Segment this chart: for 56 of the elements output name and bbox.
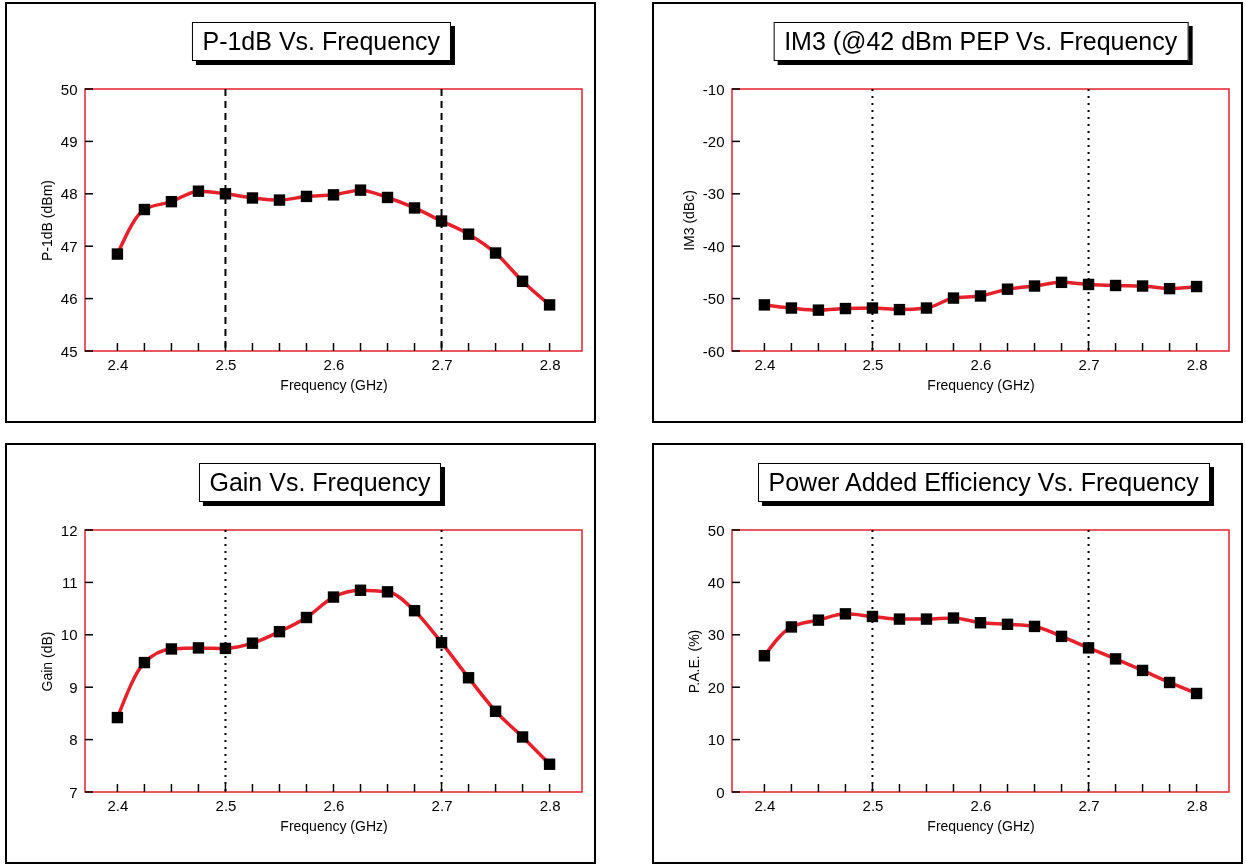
y-tick-label: 12 (60, 521, 78, 539)
x-tick-label: 2.4 (107, 355, 129, 373)
y-tick-label: 7 (69, 783, 78, 801)
y-tick-label: 48 (60, 185, 78, 203)
x-tick-label: 2.7 (431, 355, 453, 373)
chart-title: IM3 (@42 dBm PEP Vs. Frequency (773, 22, 1189, 61)
x-axis-title: Frequency (GHz) (280, 376, 388, 393)
y-tick-label: -50 (702, 290, 725, 308)
x-tick-label: 2.6 (970, 796, 992, 814)
y-tick-label: -60 (702, 342, 725, 360)
y-tick-label: 50 (707, 521, 725, 539)
x-tick-label: 2.6 (323, 796, 345, 814)
x-axis-title: Frequency (GHz) (927, 817, 1035, 834)
y-axis-title: P-1dB (dBm) (38, 180, 55, 261)
x-tick-label: 2.6 (323, 355, 345, 373)
y-tick-label: -40 (702, 237, 725, 255)
x-tick-label: 2.7 (431, 796, 453, 814)
chart-title: P-1dB Vs. Frequency (191, 22, 452, 61)
x-axis-title: Frequency (GHz) (280, 817, 388, 834)
y-tick-label: -20 (702, 132, 725, 150)
y-tick-label: 46 (60, 290, 78, 308)
x-axis-title: Frequency (GHz) (927, 376, 1035, 393)
x-tick-label: 2.6 (970, 355, 992, 373)
x-tick-label: 2.7 (1078, 355, 1100, 373)
y-tick-label: -10 (702, 80, 725, 98)
x-tick-label: 2.4 (107, 796, 129, 814)
x-tick-label: 2.8 (539, 796, 561, 814)
y-tick-label: 10 (60, 626, 78, 644)
y-tick-label: 20 (707, 678, 725, 696)
x-tick-label: 2.8 (1186, 355, 1208, 373)
y-tick-label: 30 (707, 626, 725, 644)
y-tick-label: 9 (69, 678, 78, 696)
y-axis-title: Gain (dB) (38, 631, 55, 692)
x-tick-label: 2.5 (215, 355, 237, 373)
x-tick-label: 2.5 (862, 796, 884, 814)
y-tick-label: 0 (716, 783, 725, 801)
y-tick-label: 8 (69, 731, 78, 749)
y-tick-label: 40 (707, 573, 725, 591)
x-tick-label: 2.7 (1078, 796, 1100, 814)
y-tick-label: 47 (60, 237, 78, 255)
y-axis-title: IM3 (dBc) (680, 190, 697, 251)
x-tick-label: 2.8 (1186, 796, 1208, 814)
y-tick-label: 49 (60, 132, 78, 150)
x-tick-label: 2.8 (539, 355, 561, 373)
y-tick-label: 10 (707, 731, 725, 749)
y-axis-title: P.A.E. (%) (685, 629, 702, 694)
y-tick-label: 50 (60, 80, 78, 98)
x-tick-label: 2.4 (754, 796, 776, 814)
y-tick-label: 11 (61, 573, 78, 591)
chart-title: Power Added Efficiency Vs. Frequency (757, 463, 1210, 502)
y-tick-label: -30 (702, 185, 725, 203)
x-tick-label: 2.4 (754, 355, 776, 373)
x-tick-label: 2.5 (862, 355, 884, 373)
y-tick-label: 45 (60, 342, 78, 360)
chart-title: Gain Vs. Frequency (198, 463, 442, 502)
x-tick-label: 2.5 (215, 796, 237, 814)
